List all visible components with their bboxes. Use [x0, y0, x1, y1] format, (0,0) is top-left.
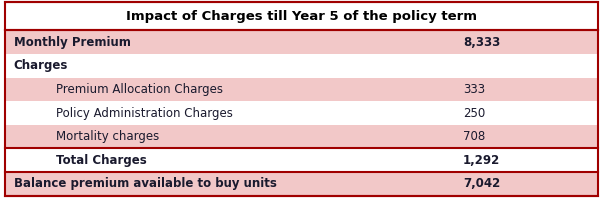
Bar — [5, 172, 598, 196]
Text: 333: 333 — [463, 83, 485, 96]
Bar — [5, 54, 598, 78]
Text: Impact of Charges till Year 5 of the policy term: Impact of Charges till Year 5 of the pol… — [126, 10, 477, 23]
Text: Mortality charges: Mortality charges — [56, 130, 159, 143]
Text: Policy Administration Charges: Policy Administration Charges — [56, 107, 233, 120]
Text: 7,042: 7,042 — [463, 177, 500, 190]
Text: 708: 708 — [463, 130, 485, 143]
Text: Premium Allocation Charges: Premium Allocation Charges — [56, 83, 223, 96]
Text: 8,333: 8,333 — [463, 36, 500, 49]
Text: 1,292: 1,292 — [463, 154, 500, 167]
Bar — [5, 2, 598, 30]
Text: 250: 250 — [463, 107, 485, 120]
Text: Total Charges: Total Charges — [56, 154, 147, 167]
Bar — [5, 78, 598, 101]
Text: Monthly Premium: Monthly Premium — [14, 36, 131, 49]
Text: Balance premium available to buy units: Balance premium available to buy units — [14, 177, 277, 190]
Bar — [5, 101, 598, 125]
Bar — [5, 125, 598, 148]
Bar — [5, 148, 598, 172]
Text: Charges: Charges — [14, 59, 68, 72]
Bar — [5, 30, 598, 54]
